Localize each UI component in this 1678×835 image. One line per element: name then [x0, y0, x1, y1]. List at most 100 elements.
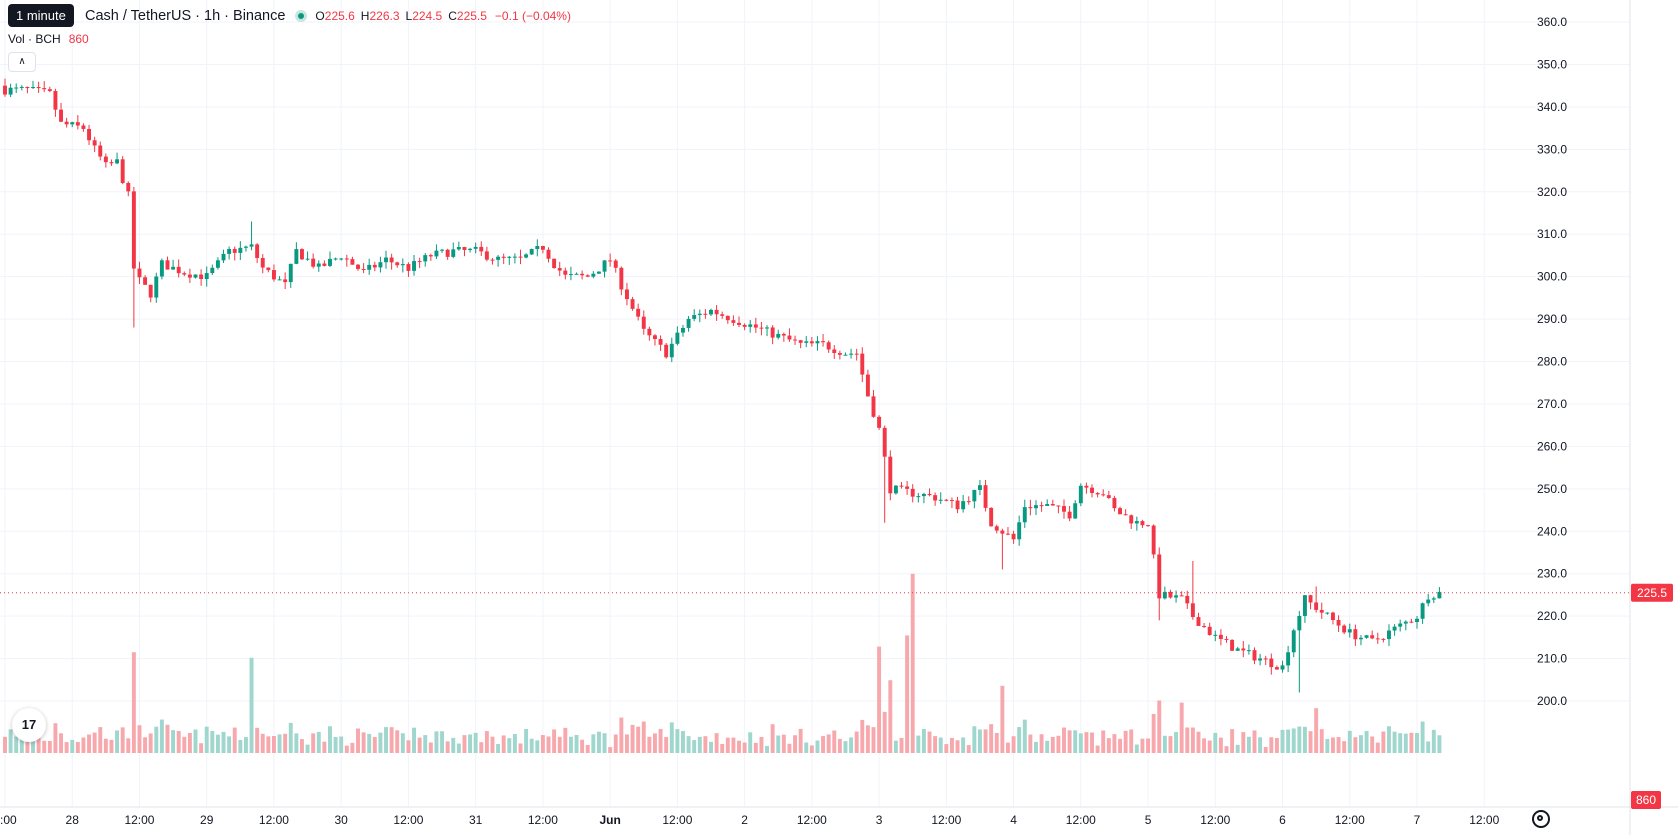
volume-bar — [658, 728, 663, 753]
candle-body — [961, 501, 966, 510]
candle-body — [31, 87, 35, 89]
volume-bar — [1274, 737, 1279, 753]
volume-bar — [1409, 732, 1414, 753]
candle-body — [232, 248, 237, 253]
candle-body — [1392, 626, 1397, 631]
candle-body — [75, 122, 80, 126]
volume-legend-label[interactable]: Vol · BCH — [8, 32, 61, 46]
volume-bar — [1106, 738, 1111, 753]
collapse-legend-button[interactable]: ∧ — [8, 52, 36, 72]
time-tick-label: 31 — [469, 813, 483, 827]
volume-bar — [580, 739, 585, 753]
candle-body — [1106, 495, 1111, 498]
volume-bar — [1375, 742, 1380, 753]
open-value: 225.6 — [324, 9, 355, 23]
price-badge-label: 225.5 — [1637, 586, 1667, 600]
volume-bar — [328, 726, 332, 753]
volume-bar — [675, 729, 680, 753]
candle-body — [25, 86, 30, 89]
candle-body — [1084, 485, 1089, 488]
candle-body — [697, 313, 702, 316]
volume-legend: Vol · BCH 860 — [8, 32, 89, 46]
candle-body — [271, 270, 276, 280]
price-axis[interactable]: 200.0 210.0 220.0 230.0 240.0 250.0 260.0 270.0… — [1537, 15, 1567, 708]
volume-bar — [916, 735, 921, 753]
candle-body — [871, 396, 876, 417]
candle-body — [131, 191, 136, 269]
volume-bar — [933, 736, 938, 753]
candle-body — [395, 262, 400, 266]
candle-body — [1241, 648, 1246, 651]
candle-body — [815, 341, 820, 344]
volume-bar — [131, 652, 136, 753]
volume-badge: 860 — [1631, 791, 1661, 809]
candle-body — [1190, 603, 1195, 618]
candle-body — [669, 343, 674, 358]
candle-body — [148, 284, 153, 298]
volume-bar — [1353, 737, 1358, 753]
volume-bar — [70, 739, 75, 753]
volume-bar — [1056, 735, 1061, 753]
volume-bar — [927, 731, 932, 753]
volume-bar — [770, 724, 775, 753]
volume-bar — [378, 732, 383, 753]
candle-body — [1129, 515, 1134, 524]
candle-body — [781, 333, 786, 336]
candle-body — [1022, 507, 1027, 523]
volume-bar — [159, 719, 164, 753]
candle-body — [356, 264, 360, 269]
close-value: 225.5 — [456, 9, 487, 23]
volume-bar — [647, 736, 652, 753]
volume-bar — [1095, 745, 1100, 753]
candle-body — [966, 501, 971, 503]
candle-body — [423, 255, 428, 262]
candle-body — [490, 259, 495, 261]
volume-bar — [137, 725, 142, 753]
candle-body — [1017, 522, 1022, 540]
volume-bar — [546, 736, 551, 753]
volume-bar — [507, 738, 512, 753]
volume-bar — [977, 729, 982, 753]
volume-bar — [893, 740, 898, 753]
symbol-title[interactable]: Cash / TetherUS · 1h · Binance — [85, 8, 286, 24]
candle-body — [619, 267, 624, 290]
time-axis[interactable]: 2:00 28 12:00 29 12:00 30 12:00 31 12:00 Jun 12:00… — [0, 813, 1500, 827]
candle-body — [507, 256, 512, 258]
volume-bar — [1218, 737, 1223, 753]
volume-bar — [333, 736, 338, 753]
volume-bar — [98, 727, 103, 753]
volume-bar — [540, 735, 545, 753]
volume-bar — [1308, 731, 1313, 753]
price-tick-label: 330.0 — [1537, 142, 1567, 156]
volume-bar — [882, 711, 887, 753]
candle-body — [283, 279, 288, 283]
volume-bar — [563, 727, 568, 753]
volume-bar — [681, 731, 685, 753]
candle-body — [765, 327, 769, 329]
settings-icon[interactable] — [1532, 810, 1550, 828]
volume-bar — [619, 717, 624, 753]
market-status-icon[interactable] — [295, 10, 308, 22]
volume-bar — [535, 740, 540, 753]
volume-bar — [1415, 733, 1419, 753]
volume-bar — [238, 740, 243, 753]
candle-body — [1387, 630, 1391, 640]
candle-body — [456, 246, 461, 250]
volume-bar — [837, 738, 842, 753]
candle-body — [98, 145, 103, 157]
volume-bar — [193, 729, 198, 753]
volume-bar — [417, 737, 422, 753]
candle-body — [854, 353, 859, 355]
volume-bar — [1174, 732, 1179, 753]
candle-body — [1426, 599, 1431, 604]
volume-bar — [1437, 735, 1442, 753]
volume-bar — [1330, 737, 1335, 753]
tradingview-logo-icon[interactable]: 17 — [12, 708, 46, 742]
candle-body — [860, 353, 865, 375]
price-badge: 225.5 — [1631, 583, 1673, 602]
candle-body — [92, 140, 97, 146]
volume-bar — [765, 745, 769, 753]
candle-body — [1006, 533, 1010, 535]
volume-bar — [1050, 736, 1055, 753]
